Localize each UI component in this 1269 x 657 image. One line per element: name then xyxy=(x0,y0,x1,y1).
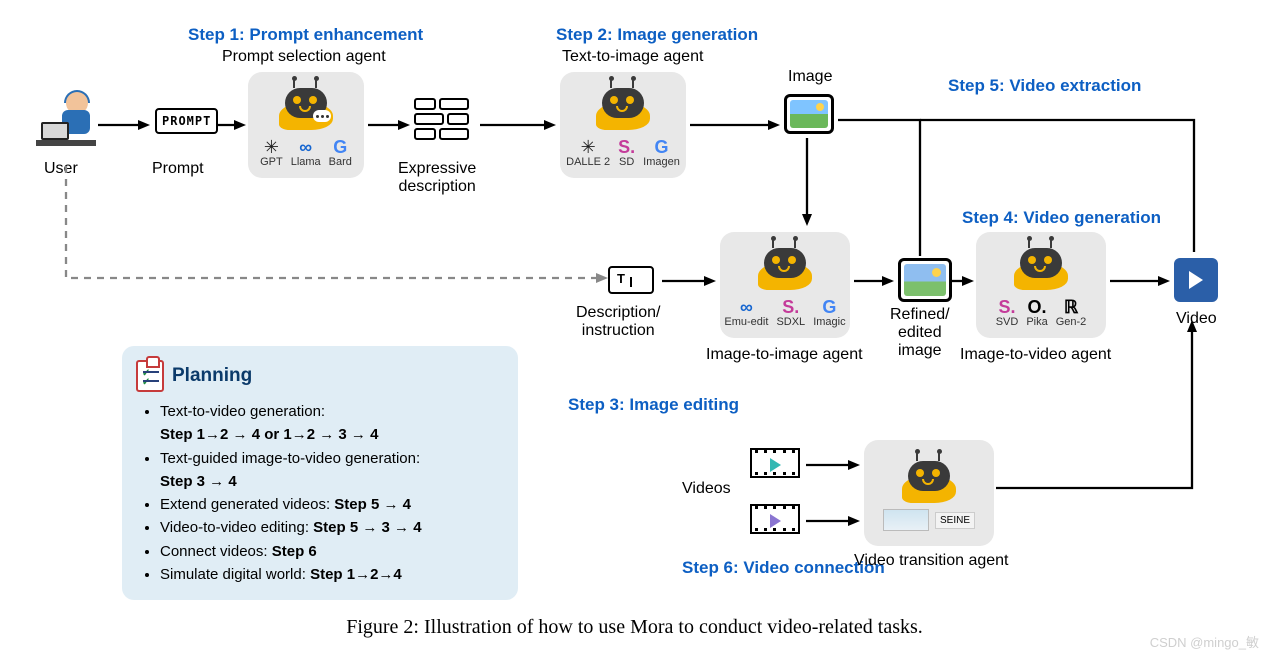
prompt-box-text: PROMPT xyxy=(155,108,218,134)
refined-image-icon xyxy=(898,258,952,302)
planning-item: Video-to-video editing: Step 5 → 3 → 4 xyxy=(160,516,500,539)
arrow-i2i-refined xyxy=(854,276,894,286)
figure-caption: Figure 2: Illustration of how to use Mor… xyxy=(0,616,1269,639)
planning-item: Simulate digital world: Step 1→2→4 xyxy=(160,563,500,586)
prompt-agent-label: Prompt selection agent xyxy=(222,48,386,66)
planning-box: ✓✓ Planning Text-to-video generation:Ste… xyxy=(122,346,518,600)
step3-title: Step 3: Image editing xyxy=(568,395,739,415)
arrow-prompt-agent xyxy=(216,120,246,130)
arrow-i2v-video xyxy=(1110,276,1170,286)
planning-item: Text-guided image-to-video generation:St… xyxy=(160,447,500,494)
sdxl-label: SDXL xyxy=(776,316,805,328)
video-frame-1 xyxy=(750,448,800,478)
arrow-desc-i2i xyxy=(662,276,716,286)
i2i-agent-icons: ∞Emu-edit S.SDXL GImagic xyxy=(724,298,845,328)
arrow-vid2-trans xyxy=(806,516,860,526)
step2-title: Step 2: Image generation xyxy=(556,25,758,45)
planning-item: Extend generated videos: Step 5 → 4 xyxy=(160,493,500,516)
image-label: Image xyxy=(788,68,832,86)
arrow-user-desc-dashed xyxy=(66,160,626,290)
arrow-trans-video xyxy=(996,320,1196,492)
arrow-step5-path xyxy=(838,102,1198,262)
video-frame-2 xyxy=(750,504,800,534)
refined-label: Refined/ edited image xyxy=(890,306,950,360)
user-icon xyxy=(36,92,96,146)
arrow-desc-t2i xyxy=(480,120,556,130)
clipboard-icon: ✓✓ xyxy=(136,360,164,392)
emuedit-label: Emu-edit xyxy=(724,316,768,328)
arrow-image-down xyxy=(802,138,812,226)
prompt-box: PROMPT xyxy=(155,112,218,128)
planning-title: ✓✓ Planning xyxy=(136,360,500,392)
i2i-agent-box: ∞Emu-edit S.SDXL GImagic xyxy=(720,232,850,338)
imagen-label: Imagen xyxy=(643,156,680,168)
planning-item: Connect videos: Step 6 xyxy=(160,540,500,563)
planning-list: Text-to-video generation:Step 1→2 → 4 or… xyxy=(136,400,500,586)
bot-icon xyxy=(275,82,337,132)
videos-label: Videos xyxy=(682,480,731,498)
watermark: CSDN @mingo_敏 xyxy=(1150,632,1259,651)
arrow-refined-i2v xyxy=(950,276,974,286)
arrow-t2i-image xyxy=(690,120,780,130)
step5-title: Step 5: Video extraction xyxy=(948,76,1141,96)
imagic-label: Imagic xyxy=(813,316,845,328)
arrow-user-prompt xyxy=(98,120,150,130)
arrow-agent-desc xyxy=(368,120,410,130)
transition-agent-box: SEINE xyxy=(864,440,994,546)
planning-title-text: Planning xyxy=(172,365,252,387)
bot-icon xyxy=(754,242,816,292)
step1-title: Step 1: Prompt enhancement xyxy=(188,25,423,45)
planning-item: Text-to-video generation:Step 1→2 → 4 or… xyxy=(160,400,500,447)
i2i-agent-label: Image-to-image agent xyxy=(706,346,863,364)
video-play-icon xyxy=(1174,258,1218,302)
seine-label: SEINE xyxy=(935,512,975,529)
arrow-vid1-trans xyxy=(806,460,860,470)
bot-icon xyxy=(592,82,654,132)
image-icon xyxy=(784,94,834,134)
desc-inst-label: Description/ instruction xyxy=(576,304,660,340)
transition-agent-label: Video transition agent xyxy=(854,552,1008,570)
bot-icon xyxy=(898,455,960,505)
expressive-desc-icon xyxy=(414,98,469,140)
t2i-agent-label: Text-to-image agent xyxy=(562,48,703,66)
